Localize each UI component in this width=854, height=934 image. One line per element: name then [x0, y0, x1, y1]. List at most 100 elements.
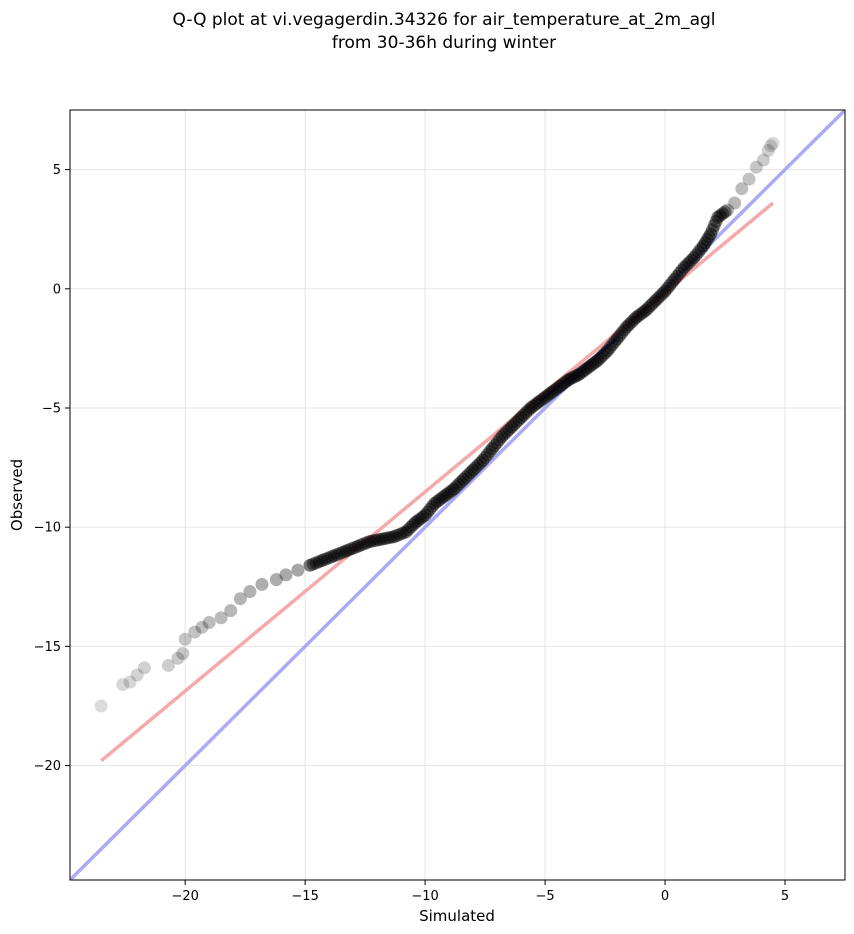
data-point	[497, 427, 511, 441]
data-point	[612, 329, 626, 343]
data-point	[600, 344, 614, 358]
data-point	[279, 568, 293, 582]
data-point	[492, 433, 506, 447]
y-tick-label: −20	[34, 759, 61, 774]
data-point	[440, 487, 454, 501]
data-point	[692, 245, 706, 259]
data-point	[137, 661, 151, 675]
data-point	[675, 263, 689, 277]
data-point	[639, 303, 653, 317]
data-point	[327, 549, 341, 563]
data-point	[687, 251, 701, 265]
data-point	[531, 396, 545, 410]
data-point	[562, 372, 576, 386]
data-point	[663, 278, 677, 292]
data-point	[694, 242, 708, 256]
data-point	[452, 477, 466, 491]
data-point	[516, 408, 530, 422]
data-point	[464, 465, 478, 479]
data-point	[524, 401, 538, 415]
data-point	[698, 236, 712, 250]
data-point	[576, 364, 590, 378]
data-point	[605, 338, 619, 352]
data-point	[471, 458, 485, 472]
data-point	[357, 537, 371, 551]
data-point	[339, 544, 353, 558]
data-point	[384, 530, 398, 544]
data-point	[449, 480, 463, 494]
data-point	[519, 406, 533, 420]
data-point	[94, 699, 108, 713]
data-point	[567, 370, 581, 384]
x-tick-label: −20	[171, 889, 198, 904]
data-point	[593, 351, 607, 365]
data-point	[433, 493, 447, 507]
data-point	[550, 381, 564, 395]
data-point	[677, 260, 691, 274]
x-axis-ticks: −20 −15 −10 −5 0 5	[171, 880, 789, 904]
data-point	[476, 453, 490, 467]
data-point	[591, 353, 605, 367]
data-point	[369, 533, 383, 547]
data-point	[735, 182, 749, 196]
reference-lines	[70, 110, 845, 880]
data-point	[178, 632, 192, 646]
data-point	[396, 526, 410, 540]
data-point	[461, 468, 475, 482]
data-point	[603, 341, 617, 355]
data-point	[538, 390, 552, 404]
data-point	[682, 256, 696, 270]
data-point	[610, 332, 624, 346]
data-point	[574, 366, 588, 380]
data-point	[627, 313, 641, 327]
data-point	[596, 349, 610, 363]
data-point	[387, 530, 401, 544]
data-point	[430, 495, 444, 509]
data-point	[615, 326, 629, 340]
data-point	[552, 380, 566, 394]
data-point	[255, 577, 269, 591]
data-point	[564, 371, 578, 385]
data-point	[425, 499, 439, 513]
data-point	[375, 532, 389, 546]
data-point	[651, 291, 665, 305]
data-point	[533, 394, 547, 408]
data-point	[401, 523, 415, 537]
data-point	[665, 275, 679, 289]
plot-frame	[69, 109, 846, 881]
data-point	[680, 258, 694, 272]
data-point	[766, 136, 780, 150]
data-point	[620, 320, 634, 334]
data-point	[716, 207, 730, 221]
data-point	[742, 172, 756, 186]
data-point	[672, 266, 686, 280]
data-point	[581, 360, 595, 374]
y-tick-label: −10	[34, 521, 61, 536]
grid-lines	[70, 110, 845, 880]
y-axis-label: Observed	[8, 459, 26, 531]
data-point	[560, 374, 574, 388]
y-tick-label: −5	[42, 401, 61, 416]
data-point	[224, 604, 238, 618]
data-point	[622, 318, 636, 332]
data-point	[656, 287, 670, 301]
data-point	[536, 392, 550, 406]
chart-title-line1: Q-Q plot at vi.vegagerdin.34326 for air_…	[172, 10, 715, 30]
data-point	[330, 548, 344, 562]
data-point	[711, 210, 725, 224]
data-point	[521, 403, 535, 417]
x-tick-label: 5	[781, 889, 789, 904]
data-point	[700, 233, 714, 247]
data-point	[466, 463, 480, 477]
data-point	[354, 538, 368, 552]
data-point	[309, 556, 323, 570]
data-point	[555, 378, 569, 392]
x-tick-label: −5	[535, 889, 554, 904]
data-point	[709, 214, 723, 228]
data-point	[720, 203, 734, 217]
data-point	[689, 248, 703, 262]
data-point	[306, 557, 320, 571]
data-point	[318, 552, 332, 566]
data-point	[660, 281, 674, 295]
data-point	[624, 315, 638, 329]
